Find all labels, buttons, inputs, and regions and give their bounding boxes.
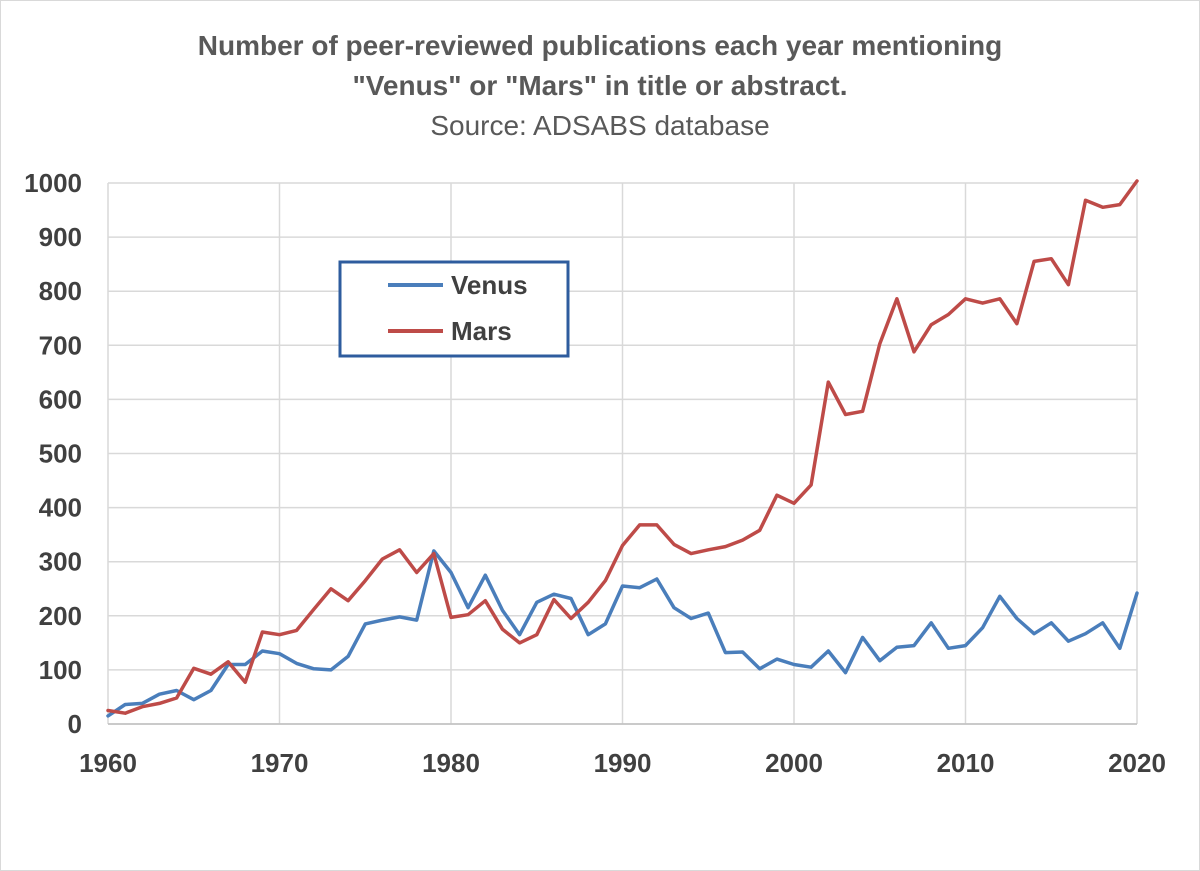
- y-tick-label: 700: [39, 330, 82, 360]
- gridlines: [107, 182, 1138, 725]
- legend-label-mars: Mars: [451, 316, 512, 346]
- x-tick-label: 1980: [422, 748, 480, 778]
- y-tick-label: 1000: [24, 168, 82, 198]
- y-tick-label: 600: [39, 384, 82, 414]
- y-tick-label: 200: [39, 601, 82, 631]
- x-tick-label: 2000: [765, 748, 823, 778]
- y-tick-label: 500: [39, 439, 82, 469]
- x-tick-label: 1970: [251, 748, 309, 778]
- series-lines: [106, 179, 1139, 718]
- legend: Venus Mars: [338, 260, 570, 358]
- y-tick-label: 900: [39, 222, 82, 252]
- chart-subtitle: Source: ADSABS database: [430, 110, 769, 141]
- chart-title: Number of peer-reviewed publications eac…: [198, 30, 1002, 61]
- y-tick-label: 800: [39, 276, 82, 306]
- legend-box: [338, 260, 570, 358]
- series-line-venus: [106, 549, 1139, 718]
- x-axis-ticks: 1960 1970 1980 1990 2000 2010 2020: [79, 748, 1166, 778]
- y-axis-ticks: 0 100 200 300 400 500 600 700 800 900 1000: [24, 168, 82, 739]
- legend-label-venus: Venus: [451, 270, 528, 300]
- y-tick-label: 400: [39, 493, 82, 523]
- y-tick-label: 100: [39, 655, 82, 685]
- series-line-mars: [106, 179, 1139, 715]
- x-tick-label: 2010: [937, 748, 995, 778]
- x-tick-label: 1990: [594, 748, 652, 778]
- x-tick-label: 2020: [1108, 748, 1166, 778]
- y-tick-label: 0: [68, 709, 82, 739]
- y-tick-label: 300: [39, 547, 82, 577]
- x-tick-label: 1960: [79, 748, 137, 778]
- chart-title-line2: "Venus" or "Mars" in title or abstract.: [352, 70, 847, 101]
